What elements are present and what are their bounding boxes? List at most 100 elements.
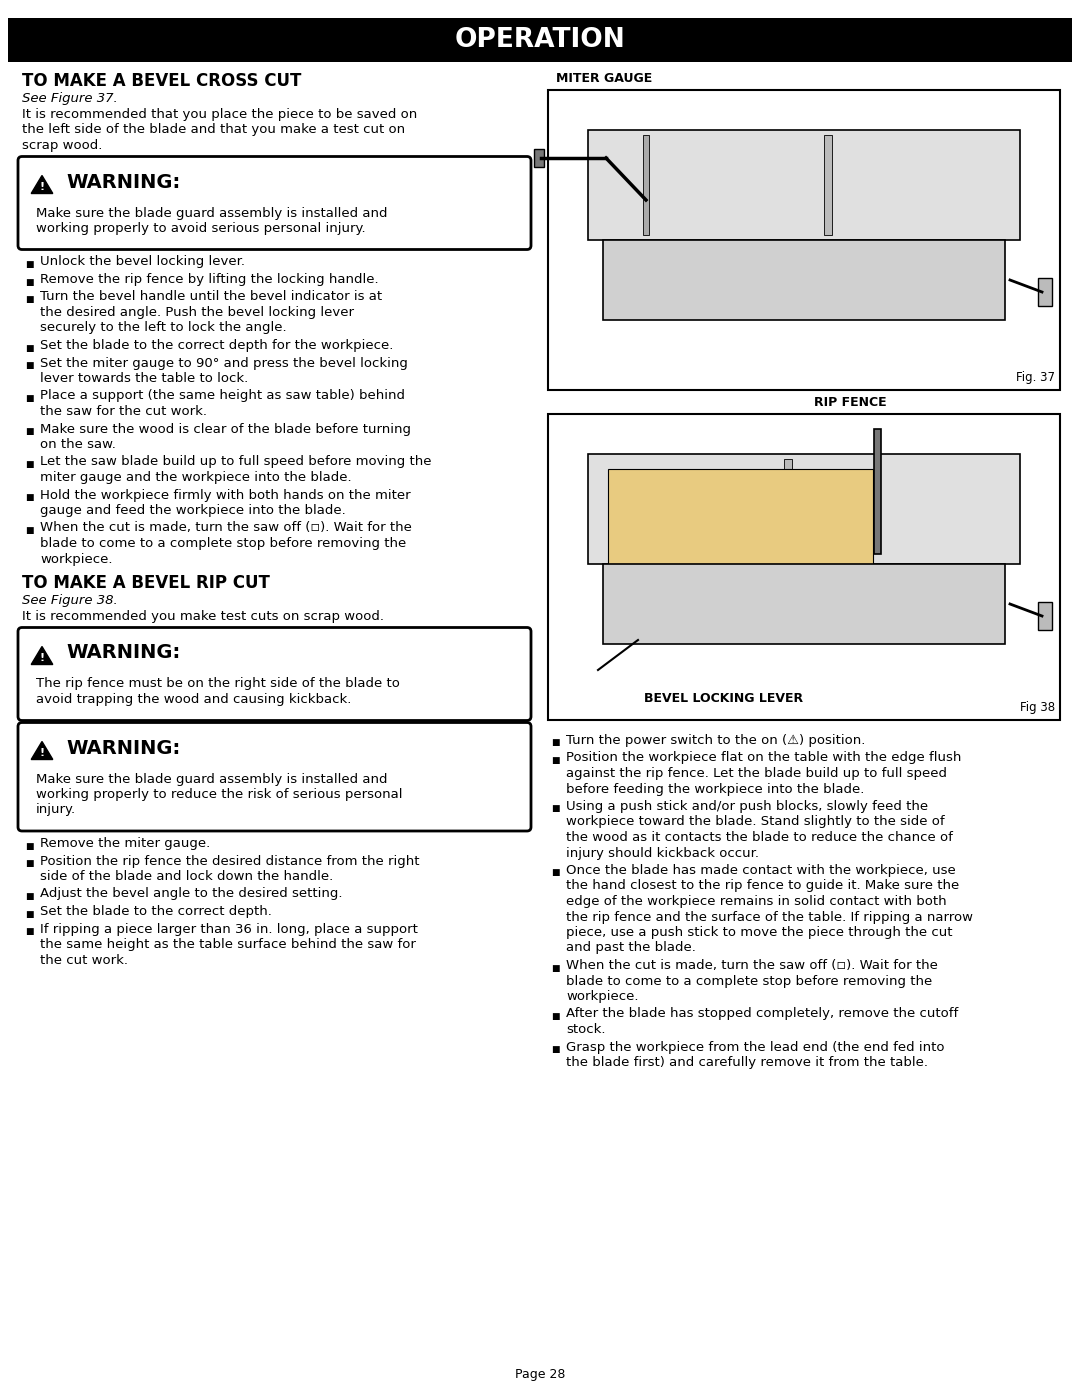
Text: and past the blade.: and past the blade. — [566, 942, 696, 954]
Text: ■: ■ — [25, 841, 33, 851]
Text: TO MAKE A BEVEL CROSS CUT: TO MAKE A BEVEL CROSS CUT — [22, 73, 301, 89]
Text: After the blade has stopped completely, remove the cutoff: After the blade has stopped completely, … — [566, 1007, 958, 1020]
Text: Fig 38: Fig 38 — [1020, 701, 1055, 714]
Text: WARNING:: WARNING: — [66, 644, 180, 662]
Text: ■: ■ — [25, 909, 33, 918]
Text: Place a support (the same height as saw table) behind: Place a support (the same height as saw … — [40, 390, 405, 402]
Text: Turn the bevel handle until the bevel indicator is at: Turn the bevel handle until the bevel in… — [40, 291, 382, 303]
Text: scrap wood.: scrap wood. — [22, 138, 103, 152]
Text: ■: ■ — [551, 739, 559, 747]
Text: Grasp the workpiece from the lead end (the end fed into: Grasp the workpiece from the lead end (t… — [566, 1041, 945, 1053]
Text: Make sure the blade guard assembly is installed and: Make sure the blade guard assembly is in… — [36, 773, 388, 785]
Text: ■: ■ — [551, 869, 559, 877]
Text: against the rip fence. Let the blade build up to full speed: against the rip fence. Let the blade bui… — [566, 767, 947, 780]
Text: Set the blade to the correct depth.: Set the blade to the correct depth. — [40, 905, 272, 918]
Text: working properly to reduce the risk of serious personal: working properly to reduce the risk of s… — [36, 788, 403, 800]
Text: securely to the left to lock the angle.: securely to the left to lock the angle. — [40, 321, 286, 334]
Bar — [588, 454, 1020, 564]
FancyBboxPatch shape — [18, 722, 531, 831]
Text: Let the saw blade build up to full speed before moving the: Let the saw blade build up to full speed… — [40, 455, 432, 468]
Text: Adjust the bevel angle to the desired setting.: Adjust the bevel angle to the desired se… — [40, 887, 342, 901]
Text: the desired angle. Push the bevel locking lever: the desired angle. Push the bevel lockin… — [40, 306, 354, 319]
Text: before feeding the workpiece into the blade.: before feeding the workpiece into the bl… — [566, 782, 864, 795]
Text: ■: ■ — [25, 295, 33, 305]
Text: the saw for the cut work.: the saw for the cut work. — [40, 405, 207, 418]
Bar — [603, 564, 1005, 644]
Text: injury should kickback occur.: injury should kickback occur. — [566, 847, 759, 859]
Text: piece, use a push stick to move the piece through the cut: piece, use a push stick to move the piec… — [566, 926, 953, 939]
Text: Page 28: Page 28 — [515, 1368, 565, 1382]
Text: Position the rip fence the desired distance from the right: Position the rip fence the desired dista… — [40, 855, 419, 868]
Text: ■: ■ — [25, 893, 33, 901]
Text: workpiece.: workpiece. — [40, 552, 112, 566]
Text: See Figure 38.: See Figure 38. — [22, 594, 118, 608]
Text: workpiece.: workpiece. — [566, 990, 638, 1003]
Text: OPERATION: OPERATION — [455, 27, 625, 53]
Text: Make sure the wood is clear of the blade before turning: Make sure the wood is clear of the blade… — [40, 422, 411, 436]
Bar — [874, 429, 881, 555]
Text: ■: ■ — [551, 805, 559, 813]
Text: Make sure the blade guard assembly is installed and: Make sure the blade guard assembly is in… — [36, 207, 388, 219]
Text: Remove the miter gauge.: Remove the miter gauge. — [40, 837, 211, 849]
Text: Using a push stick and/or push blocks, slowly feed the: Using a push stick and/or push blocks, s… — [566, 800, 928, 813]
FancyBboxPatch shape — [18, 156, 531, 250]
Text: Remove the rip fence by lifting the locking handle.: Remove the rip fence by lifting the lock… — [40, 272, 379, 286]
Text: ■: ■ — [25, 493, 33, 502]
Polygon shape — [31, 176, 53, 194]
Text: edge of the workpiece remains in solid contact with both: edge of the workpiece remains in solid c… — [566, 895, 947, 908]
Text: ■: ■ — [25, 859, 33, 868]
Text: ■: ■ — [25, 260, 33, 270]
Text: WARNING:: WARNING: — [66, 172, 180, 191]
Text: gauge and feed the workpiece into the blade.: gauge and feed the workpiece into the bl… — [40, 504, 346, 517]
Text: When the cut is made, turn the saw off (◽). Wait for the: When the cut is made, turn the saw off (… — [40, 521, 411, 535]
Bar — [548, 89, 1059, 390]
Text: ■: ■ — [25, 427, 33, 436]
Text: !: ! — [40, 182, 44, 191]
Text: It is recommended that you place the piece to be saved on: It is recommended that you place the pie… — [22, 108, 417, 122]
Text: lever towards the table to lock.: lever towards the table to lock. — [40, 372, 248, 386]
Text: the same height as the table surface behind the saw for: the same height as the table surface beh… — [40, 937, 416, 951]
Text: ■: ■ — [551, 1011, 559, 1021]
Text: Unlock the bevel locking lever.: Unlock the bevel locking lever. — [40, 256, 245, 268]
Text: the blade first) and carefully remove it from the table.: the blade first) and carefully remove it… — [566, 1056, 928, 1069]
Bar — [643, 136, 649, 235]
Text: ■: ■ — [25, 928, 33, 936]
Text: Fig. 37: Fig. 37 — [1016, 372, 1055, 384]
Text: ■: ■ — [25, 527, 33, 535]
Text: !: ! — [40, 747, 44, 757]
Text: See Figure 37.: See Figure 37. — [22, 92, 118, 105]
Text: the left side of the blade and that you make a test cut on: the left side of the blade and that you … — [22, 123, 405, 137]
Text: TO MAKE A BEVEL RIP CUT: TO MAKE A BEVEL RIP CUT — [22, 574, 270, 592]
Polygon shape — [608, 469, 873, 564]
Bar — [534, 149, 544, 168]
Text: the hand closest to the rip fence to guide it. Make sure the: the hand closest to the rip fence to gui… — [566, 880, 959, 893]
Text: BEVEL LOCKING LEVER: BEVEL LOCKING LEVER — [645, 692, 804, 705]
Text: MITER GAUGE: MITER GAUGE — [556, 73, 652, 85]
Text: the rip fence and the surface of the table. If ripping a narrow: the rip fence and the surface of the tab… — [566, 911, 973, 923]
Bar — [8, 18, 1072, 61]
Text: Once the blade has made contact with the workpiece, use: Once the blade has made contact with the… — [566, 863, 956, 877]
Text: ■: ■ — [25, 344, 33, 352]
Text: the cut work.: the cut work. — [40, 954, 129, 967]
Text: Position the workpiece flat on the table with the edge flush: Position the workpiece flat on the table… — [566, 752, 961, 764]
Text: If ripping a piece larger than 36 in. long, place a support: If ripping a piece larger than 36 in. lo… — [40, 922, 418, 936]
Text: Set the blade to the correct depth for the workpiece.: Set the blade to the correct depth for t… — [40, 339, 393, 352]
Text: ■: ■ — [551, 756, 559, 766]
Text: Turn the power switch to the on (⚠) position.: Turn the power switch to the on (⚠) posi… — [566, 733, 865, 747]
Text: The rip fence must be on the right side of the blade to: The rip fence must be on the right side … — [36, 678, 400, 690]
Text: on the saw.: on the saw. — [40, 439, 116, 451]
Text: the wood as it contacts the blade to reduce the chance of: the wood as it contacts the blade to red… — [566, 831, 953, 844]
Text: ■: ■ — [25, 460, 33, 469]
Bar — [588, 130, 1020, 240]
Text: blade to come to a complete stop before removing the: blade to come to a complete stop before … — [40, 536, 406, 550]
Bar — [784, 460, 792, 559]
Text: ■: ■ — [25, 360, 33, 370]
Text: Set the miter gauge to 90° and press the bevel locking: Set the miter gauge to 90° and press the… — [40, 356, 408, 369]
Polygon shape — [31, 647, 53, 665]
Bar — [603, 240, 1005, 320]
Text: ■: ■ — [25, 394, 33, 402]
Text: ■: ■ — [25, 278, 33, 286]
Text: working properly to avoid serious personal injury.: working properly to avoid serious person… — [36, 222, 366, 235]
Text: stock.: stock. — [566, 1023, 606, 1037]
Text: miter gauge and the workpiece into the blade.: miter gauge and the workpiece into the b… — [40, 471, 352, 483]
